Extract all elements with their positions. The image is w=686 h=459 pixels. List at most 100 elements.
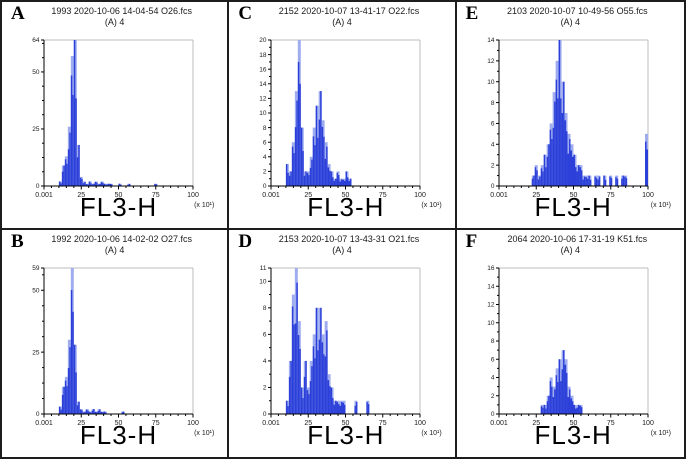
x-axis-scale-note: (x 10¹) (650, 429, 671, 437)
svg-text:10: 10 (487, 319, 495, 326)
x-axis-label: FL3-H (534, 419, 612, 450)
svg-text:50: 50 (569, 192, 577, 199)
svg-text:75: 75 (607, 420, 615, 427)
svg-text:12: 12 (487, 58, 495, 65)
svg-text:50: 50 (115, 420, 123, 427)
panel-title: 2103 2020-10-07 10-49-56 O55.fcs (507, 6, 648, 16)
histogram-plot: 0.001 25 50 75 100 0 2 4 6 8 10 12 14 16 (457, 260, 683, 432)
svg-text:100: 100 (414, 420, 426, 427)
panel-f-cell: F 2064 2020-10-06 17-31-19 K51.fcs (A) 4… (456, 229, 684, 457)
svg-text:11: 11 (260, 265, 267, 272)
svg-text:50: 50 (342, 192, 350, 199)
panel-letter: F (465, 230, 478, 252)
svg-text:10: 10 (260, 110, 268, 117)
panel-title: 2152 2020-10-07 13-41-17 O22.fcs (278, 6, 420, 16)
svg-text:14: 14 (487, 37, 495, 44)
svg-text:100: 100 (642, 192, 654, 199)
svg-text:16: 16 (487, 265, 495, 272)
x-axis-scale-note: (x 10¹) (650, 202, 671, 209)
svg-text:18: 18 (260, 52, 268, 59)
svg-text:6: 6 (263, 139, 267, 146)
svg-text:14: 14 (260, 81, 268, 88)
svg-text:75: 75 (379, 192, 387, 199)
x-axis-scale-note: (x 10¹) (421, 202, 442, 209)
panel-letter: B (11, 230, 24, 252)
svg-text:2: 2 (263, 169, 267, 176)
panel-letter: A (11, 3, 25, 24)
svg-text:16: 16 (260, 66, 268, 73)
svg-text:75: 75 (152, 420, 160, 427)
svg-text:50: 50 (569, 420, 577, 427)
svg-text:10: 10 (260, 278, 268, 285)
svg-text:0.001: 0.001 (490, 192, 508, 199)
svg-text:59: 59 (32, 265, 40, 272)
svg-text:8: 8 (263, 305, 267, 312)
x-axis-label: FL3-H (307, 192, 385, 222)
svg-text:50: 50 (32, 69, 40, 76)
histogram-plot: 0.001 25 50 75 100 0 2 4 6 8 10 12 14 16 18 20 (229, 32, 454, 204)
svg-text:20: 20 (260, 37, 268, 44)
svg-text:0: 0 (491, 183, 495, 190)
svg-text:8: 8 (263, 125, 267, 132)
panel-b-cell: B 1992 2020-10-06 14-02-02 O27.fcs (A) 4… (2, 229, 230, 457)
histogram-plot: 0.001 25 50 75 100 0 25 50 64 (2, 32, 227, 204)
svg-text:4: 4 (263, 154, 267, 161)
svg-text:0: 0 (36, 411, 40, 418)
svg-text:0.001: 0.001 (490, 420, 508, 427)
svg-text:12: 12 (260, 96, 268, 103)
x-axis-label: FL3-H (534, 192, 612, 222)
svg-text:8: 8 (491, 338, 495, 345)
svg-text:0: 0 (263, 183, 267, 190)
svg-text:75: 75 (379, 420, 387, 427)
svg-text:100: 100 (642, 420, 654, 427)
panel-title: 2064 2020-10-06 17-31-19 K51.fcs (507, 233, 648, 244)
svg-text:100: 100 (414, 192, 426, 199)
svg-text:6: 6 (491, 121, 495, 128)
panel-a-cell: A 1993 2020-10-06 14-04-54 O26.fcs (A) 4… (2, 2, 230, 230)
svg-text:4: 4 (491, 374, 495, 381)
panel-title: 1993 2020-10-06 14-04-54 O26.fcs (51, 6, 192, 16)
svg-text:4: 4 (263, 358, 267, 365)
panel-letter: E (465, 3, 479, 24)
svg-text:10: 10 (487, 79, 495, 86)
x-axis-label: FL3-H (307, 419, 385, 450)
svg-text:100: 100 (187, 192, 199, 199)
panel-subtitle: (A) 4 (560, 244, 581, 255)
x-axis-scale-note: (x 10¹) (194, 202, 215, 209)
svg-text:75: 75 (152, 192, 160, 199)
svg-text:50: 50 (342, 420, 350, 427)
svg-text:0: 0 (491, 411, 495, 418)
svg-text:25: 25 (32, 349, 40, 356)
panel-subtitle: (A) 4 (332, 244, 352, 255)
svg-text:25: 25 (77, 420, 85, 427)
panel-subtitle: (A) 4 (332, 17, 352, 27)
x-axis-label: FL3-H (79, 192, 158, 222)
svg-text:6: 6 (263, 331, 267, 338)
panel-c-cell: C 2152 2020-10-07 13-41-17 O22.fcs (A) 4… (229, 2, 457, 230)
svg-text:6: 6 (491, 356, 495, 363)
svg-text:12: 12 (487, 301, 495, 308)
panel-d-cell: D 2153 2020-10-07 13-43-31 O21.fcs (A) 4… (229, 229, 457, 457)
svg-text:8: 8 (491, 100, 495, 107)
panel-title: 1992 2020-10-06 14-02-02 O27.fcs (51, 233, 192, 244)
svg-text:75: 75 (607, 192, 615, 199)
histogram-plot: 0.001 25 50 75 100 0 2 4 6 8 10 12 14 (457, 32, 683, 204)
svg-text:2: 2 (491, 392, 495, 399)
svg-text:2: 2 (263, 384, 267, 391)
svg-text:25: 25 (305, 420, 313, 427)
x-axis-scale-note: (x 10¹) (194, 429, 215, 437)
svg-text:2: 2 (491, 162, 495, 169)
histogram-plot: 0.001 25 50 75 100 0 2 4 6 8 10 11 (229, 260, 454, 432)
panel-e-cell: E 2103 2020-10-07 10-49-56 O55.fcs (A) 4… (456, 2, 684, 230)
panel-letter: D (238, 230, 253, 252)
svg-text:25: 25 (77, 192, 85, 199)
x-axis-scale-note: (x 10¹) (421, 429, 442, 437)
histogram-plot: 0.001 25 50 75 100 0 25 50 59 (2, 260, 227, 432)
svg-text:0: 0 (36, 183, 40, 190)
svg-text:25: 25 (32, 126, 40, 133)
svg-text:50: 50 (115, 192, 123, 199)
svg-text:50: 50 (32, 287, 40, 294)
svg-text:0.001: 0.001 (35, 420, 53, 427)
svg-text:25: 25 (532, 420, 540, 427)
